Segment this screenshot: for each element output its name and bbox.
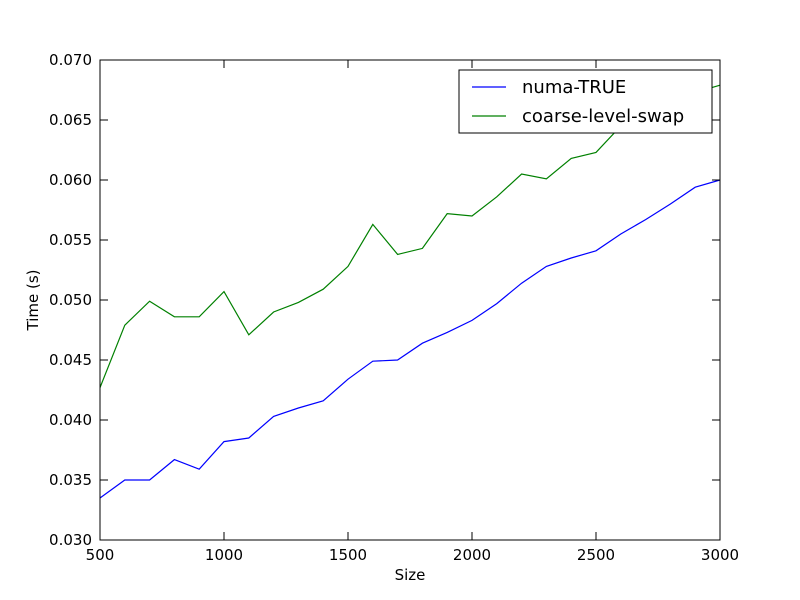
- series-line-numa-true: [99, 179, 721, 499]
- y-tick-label: 0.045: [49, 351, 92, 369]
- y-tick-label: 0.065: [49, 111, 92, 129]
- x-tick-label: 2500: [577, 546, 615, 564]
- x-tick-label: 500: [86, 546, 115, 564]
- y-tick-label: 0.070: [49, 51, 92, 69]
- x-tick-label: 2000: [453, 546, 491, 564]
- y-tick-label: 0.055: [49, 231, 92, 249]
- y-tick-label: 0.050: [49, 291, 92, 309]
- x-tick-label: 1000: [205, 546, 243, 564]
- x-tick-label: 3000: [701, 546, 739, 564]
- legend-label-numa-true: numa-TRUE: [522, 77, 626, 98]
- legend-label-coarse-level-swap: coarse-level-swap: [522, 106, 684, 127]
- y-tick-label: 0.060: [49, 171, 92, 189]
- y-tick-label: 0.030: [49, 531, 92, 549]
- y-tick-label: 0.035: [49, 471, 92, 489]
- y-axis-label: Time (s): [24, 270, 42, 332]
- x-axis-label: Size: [395, 566, 426, 584]
- legend-box: [458, 69, 713, 134]
- y-tick-label: 0.040: [49, 411, 92, 429]
- x-tick-label: 1500: [329, 546, 367, 564]
- ticks-layer: 500 1000 1500 2000 2500 3000 0.030 0.035 0.040 0.…: [49, 51, 739, 564]
- legend: numa-TRUE coarse-level-swap: [458, 69, 713, 134]
